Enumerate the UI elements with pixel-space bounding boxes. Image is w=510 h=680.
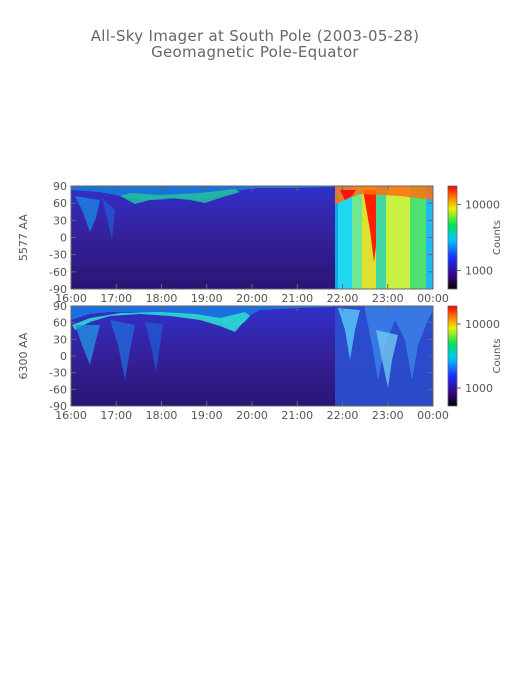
x-tick-label: 22:00	[327, 292, 359, 305]
panel-6300	[71, 306, 433, 406]
x-tick-label: 00:00	[417, 292, 449, 305]
x-tick-label: 18:00	[146, 292, 178, 305]
y-tick-label: -60	[49, 266, 67, 279]
y-tick-label: 90	[53, 300, 67, 313]
y-tick-label: -60	[49, 383, 67, 396]
x-tick-label: 19:00	[191, 292, 223, 305]
y-tick-label: -30	[49, 367, 67, 380]
active-region	[363, 190, 380, 262]
y-tick-label: 30	[53, 214, 67, 227]
y-tick-label: 0	[60, 350, 67, 363]
x-tick-label: 00:00	[417, 409, 449, 422]
y-tick-label: 30	[53, 333, 67, 346]
aurora-streak	[110, 320, 135, 380]
aurora-streak	[75, 196, 100, 232]
y-tick-label: 60	[53, 197, 67, 210]
aurora-band	[120, 189, 240, 204]
chart-title: All-Sky Imager at South Pole (2003-05-28…	[90, 27, 420, 45]
aurora-band	[72, 312, 250, 332]
active-region	[376, 186, 386, 289]
chart-subtitle: Geomagnetic Pole-Equator	[151, 43, 359, 61]
colorbar-tick-label: 1000	[465, 382, 493, 395]
x-tick-label: 16:00	[55, 409, 87, 422]
y-tick-label: 60	[53, 317, 67, 330]
x-tick-label: 19:00	[191, 409, 223, 422]
y-tick-label: -30	[49, 249, 67, 262]
colorbar-tick-label: 10000	[465, 318, 500, 331]
x-tick-label: 20:00	[236, 409, 268, 422]
active-region	[376, 330, 398, 388]
colorbar-label: Counts	[492, 220, 503, 255]
active-region	[340, 190, 356, 200]
aurora-streak	[145, 322, 163, 372]
x-tick-label: 21:00	[281, 409, 313, 422]
y-axis-label: 6300 AA	[17, 332, 30, 379]
active-region	[410, 186, 426, 289]
x-tick-label: 16:00	[55, 292, 87, 305]
colorbar-label: Counts	[492, 339, 503, 374]
panel-5577	[71, 186, 433, 289]
active-region	[335, 186, 433, 205]
y-axis-label: 5577 AA	[17, 214, 30, 261]
y-tick-label: -90	[49, 283, 67, 296]
active-region	[365, 306, 433, 380]
x-tick-label: 18:00	[146, 409, 178, 422]
colorbar	[447, 305, 458, 407]
y-tick-label: 0	[60, 232, 67, 245]
active-region	[386, 186, 410, 289]
x-tick-label: 20:00	[236, 292, 268, 305]
x-tick-label: 17:00	[100, 409, 132, 422]
active-region	[338, 308, 360, 360]
colorbar-tick-label: 1000	[465, 264, 493, 277]
active-region	[338, 186, 352, 289]
x-tick-label: 22:00	[327, 409, 359, 422]
colorbar-tick-label: 10000	[465, 199, 500, 212]
y-tick-label: -90	[49, 400, 67, 413]
aurora-streak	[102, 198, 115, 240]
x-tick-label: 23:00	[372, 292, 404, 305]
x-tick-label: 21:00	[281, 292, 313, 305]
aurora-streak	[75, 325, 100, 365]
colorbar	[447, 185, 458, 290]
y-tick-label: 90	[53, 180, 67, 193]
x-tick-label: 17:00	[100, 292, 132, 305]
x-tick-label: 23:00	[372, 409, 404, 422]
active-region	[352, 186, 362, 289]
